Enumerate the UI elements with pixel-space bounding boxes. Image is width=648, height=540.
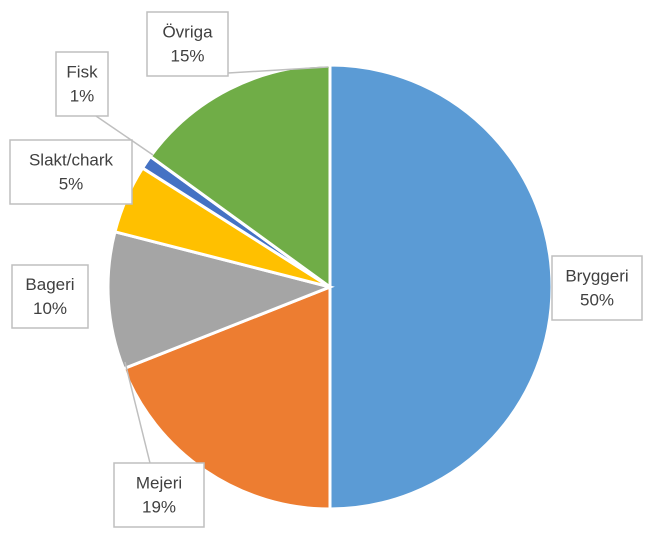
category-label: Övriga (162, 22, 213, 41)
label-box (55, 51, 109, 117)
label-box (9, 139, 133, 205)
category-label: Mejeri (136, 473, 182, 492)
pie-slice (121, 284, 332, 511)
label-box (113, 462, 205, 528)
label-box (146, 11, 229, 77)
value-label: 19% (142, 497, 176, 516)
value-label: 1% (70, 86, 95, 105)
pie-slice (148, 63, 332, 290)
value-label: 5% (59, 174, 84, 193)
label-box (11, 264, 89, 329)
pie-slice (106, 229, 335, 371)
leader-line (95, 115, 154, 156)
category-label: Slakt/chark (29, 150, 114, 169)
value-label: 10% (33, 299, 67, 318)
pie-slice (328, 63, 554, 511)
leader-line (124, 361, 151, 464)
category-label: Bryggeri (565, 266, 628, 285)
value-label: 50% (580, 290, 614, 309)
leader-line (227, 66, 329, 74)
label-box (551, 255, 643, 321)
value-label: 15% (170, 46, 204, 65)
category-label: Bageri (25, 275, 74, 294)
category-label: Fisk (66, 62, 98, 81)
